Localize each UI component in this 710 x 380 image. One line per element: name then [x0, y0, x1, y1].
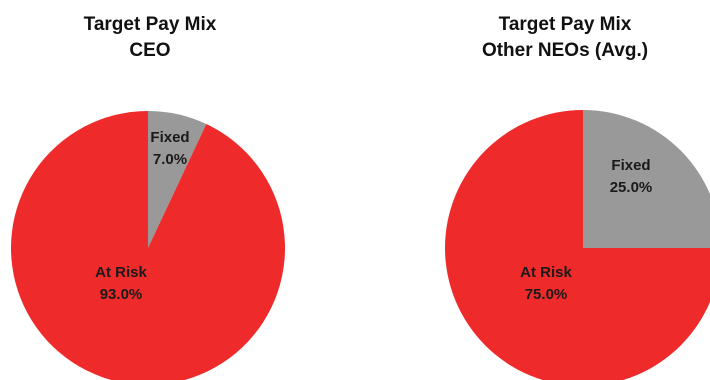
pie-slice-fixed	[148, 111, 207, 248]
chart-other-neos: Target Pay Mix Other NEOs (Avg.) Fixed 25…	[400, 0, 710, 380]
chart-title-line1: Target Pay Mix	[83, 14, 217, 35]
chart-title: Target Pay Mix Other NEOs (Avg.)	[440, 12, 690, 64]
slice-label-at-risk: At Risk	[520, 264, 572, 281]
pie-chart-ceo: Fixed 7.0% At Risk 93.0%	[11, 111, 285, 380]
chart-title: Target Pay Mix CEO	[30, 12, 270, 64]
slice-label-at-risk: At Risk	[95, 264, 147, 281]
pie-slice-at-risk	[11, 111, 285, 380]
slice-label-fixed: Fixed	[611, 157, 650, 174]
slice-value-at-risk: 93.0%	[100, 286, 143, 303]
chart-ceo: Target Pay Mix CEO Fixed 7.0% At Risk 93.0%	[0, 0, 300, 380]
pie-slice-fixed	[583, 110, 710, 248]
slice-value-at-risk: 75.0%	[525, 286, 568, 303]
pie-chart-other-neos: Fixed 25.0% At Risk 75.0%	[445, 110, 710, 380]
pie-slice-at-risk	[445, 110, 710, 380]
slice-value-fixed: 25.0%	[610, 179, 653, 196]
slice-value-fixed: 7.0%	[153, 151, 187, 168]
slice-label-fixed: Fixed	[150, 129, 189, 146]
chart-title-line2: Other NEOs (Avg.)	[481, 40, 649, 61]
chart-title-line2: CEO	[129, 40, 171, 61]
chart-title-line1: Target Pay Mix	[498, 14, 632, 35]
